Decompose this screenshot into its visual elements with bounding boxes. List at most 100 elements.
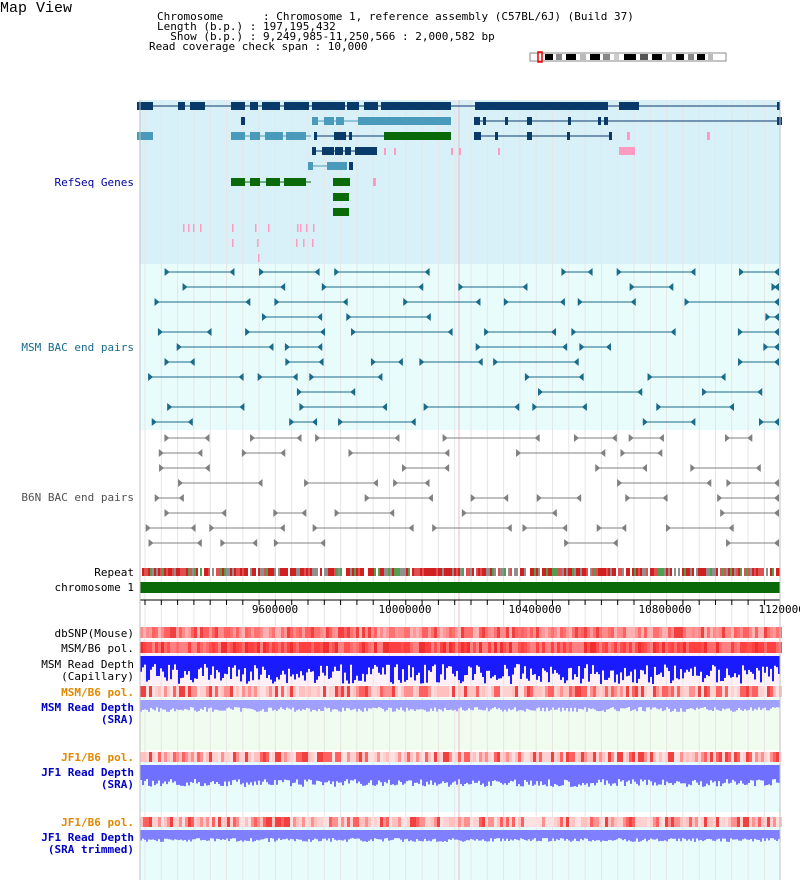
heat-cell xyxy=(647,686,650,697)
depth-bar xyxy=(376,700,378,709)
heat-cell xyxy=(734,642,737,653)
refseq-genes[interactable] xyxy=(137,102,782,262)
heat-cell xyxy=(434,627,437,638)
heat-cell xyxy=(335,817,338,827)
heat-cell xyxy=(497,627,500,638)
bac-end xyxy=(690,268,696,276)
depth-bar xyxy=(520,765,522,787)
depth-bar xyxy=(702,830,704,842)
depth-bar xyxy=(766,656,768,667)
depth-bar xyxy=(640,830,642,842)
repeat-block xyxy=(548,568,550,576)
depth-bar xyxy=(242,700,244,709)
heat-cell xyxy=(215,686,218,697)
depth-bar xyxy=(248,765,250,785)
heat-cell xyxy=(290,627,293,638)
depth-bar xyxy=(680,656,682,670)
depth-bar xyxy=(380,700,382,708)
heat-cell xyxy=(557,642,560,653)
depth-bar xyxy=(642,656,644,671)
heat-cell xyxy=(170,627,173,638)
heat-cell xyxy=(326,686,329,697)
depth-bar xyxy=(406,830,408,839)
heat-cell xyxy=(599,686,602,697)
heat-cell xyxy=(461,627,464,638)
repeat-block xyxy=(296,568,298,576)
heat-cell xyxy=(722,627,725,638)
heat-cell xyxy=(152,752,155,762)
repeat-block xyxy=(478,568,480,576)
heat-cell xyxy=(596,817,599,827)
repeat-block xyxy=(630,568,632,576)
depth-bar xyxy=(550,656,552,667)
depth-bar xyxy=(332,765,334,782)
heat-cell xyxy=(485,686,488,697)
heat-cell xyxy=(458,817,461,827)
depth-bar xyxy=(502,765,504,785)
depth-bar xyxy=(392,765,394,785)
repeat-block xyxy=(202,568,204,576)
depth-bar xyxy=(292,700,294,708)
depth-bar xyxy=(422,656,424,684)
bac-end xyxy=(268,343,274,351)
depth-bar xyxy=(426,830,428,842)
depth-bar xyxy=(618,765,620,780)
depth-bar xyxy=(188,765,190,786)
bac-end xyxy=(182,283,188,291)
heat-cell xyxy=(461,642,464,653)
heat-cell xyxy=(443,642,446,653)
chromosome-ideogram[interactable] xyxy=(529,51,727,63)
heat-cell xyxy=(452,642,455,653)
depth-bar xyxy=(474,765,476,783)
bac-end xyxy=(625,494,631,502)
heat-cell xyxy=(656,686,659,697)
bac-end xyxy=(739,268,745,276)
depth-bar xyxy=(528,765,530,785)
repeat-block xyxy=(678,568,680,576)
depth-bar xyxy=(596,656,598,672)
gene-exon xyxy=(474,117,480,125)
ideogram-band xyxy=(556,54,562,60)
gene-exon xyxy=(312,147,316,155)
bac-end xyxy=(576,494,582,502)
depth-bar xyxy=(650,700,652,710)
bac-end xyxy=(261,313,267,321)
depth-bar xyxy=(184,700,186,709)
b6n-bac-pairs[interactable] xyxy=(145,434,779,547)
heat-cell xyxy=(188,752,191,762)
heat-cell xyxy=(257,752,260,762)
depth-bar xyxy=(664,765,666,786)
heat-cell xyxy=(143,627,146,638)
heat-cell xyxy=(758,642,761,653)
heat-cell xyxy=(215,642,218,653)
bac-end xyxy=(559,298,565,306)
depth-bar xyxy=(518,700,520,711)
depth-bar xyxy=(202,656,204,677)
bac-end xyxy=(596,524,602,532)
depth-bar xyxy=(734,765,736,782)
heat-cell xyxy=(563,686,566,697)
track-label-msm-bac[interactable]: MSM BAC end pairs xyxy=(21,341,134,354)
track-label-b6n-bac[interactable]: B6N BAC end pairs xyxy=(21,491,134,504)
heat-cell xyxy=(521,686,524,697)
depth-bar xyxy=(478,700,480,710)
msm-bac-pairs[interactable] xyxy=(148,268,779,426)
heat-cell xyxy=(740,627,743,638)
heat-cell xyxy=(419,752,422,762)
repeat-block xyxy=(440,568,442,576)
depth-bar xyxy=(768,700,770,711)
bac-end xyxy=(774,313,779,321)
heat-cell xyxy=(476,752,479,762)
depth-bar xyxy=(346,656,348,681)
track-label-refseq[interactable]: RefSeq Genes xyxy=(54,176,134,189)
heat-cell xyxy=(623,817,626,827)
heat-cell xyxy=(386,686,389,697)
depth-bar xyxy=(320,656,322,666)
depth-bar xyxy=(202,830,204,841)
repeat-block xyxy=(392,568,394,576)
depth-bar xyxy=(230,700,232,709)
repeat-block xyxy=(774,568,776,576)
heat-cell xyxy=(194,817,197,827)
bac-end xyxy=(503,494,509,502)
